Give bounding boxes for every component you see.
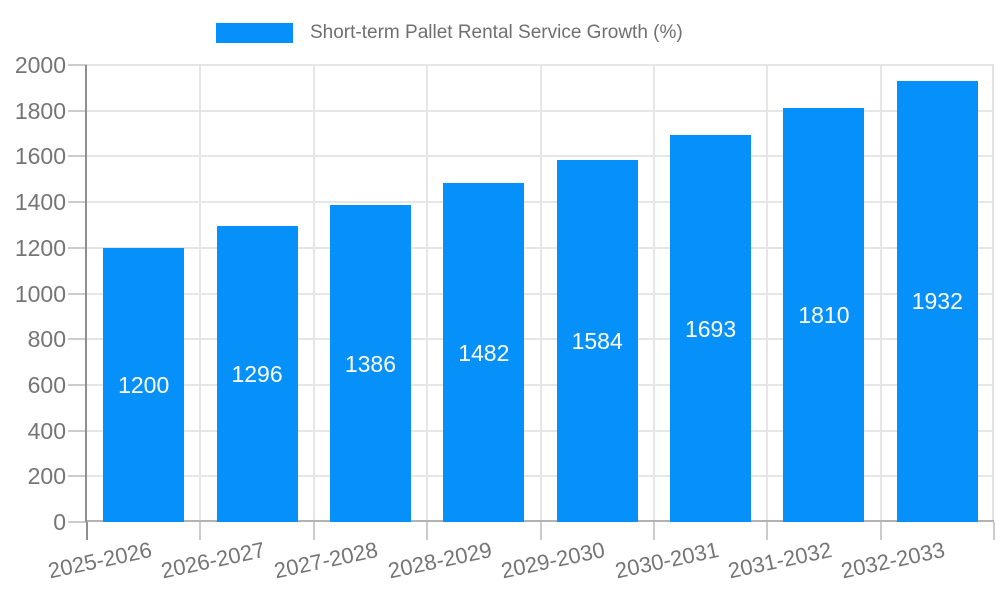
y-axis-tick bbox=[68, 521, 87, 523]
y-axis-label: 200 bbox=[27, 463, 66, 490]
y-axis-tick bbox=[68, 383, 87, 386]
x-axis-tick bbox=[426, 522, 429, 540]
y-axis-label: 1000 bbox=[14, 280, 66, 307]
gridline-vertical bbox=[766, 65, 769, 522]
gridline-vertical bbox=[426, 65, 429, 522]
bar-value-label: 1932 bbox=[911, 288, 963, 315]
y-axis-tick bbox=[68, 475, 87, 478]
y-axis-label: 1400 bbox=[14, 189, 66, 216]
y-axis-label: 1800 bbox=[14, 97, 66, 124]
x-axis-tick bbox=[86, 522, 88, 540]
gridline-vertical bbox=[879, 65, 882, 522]
y-axis-tick bbox=[68, 292, 87, 295]
x-axis-tick bbox=[879, 522, 882, 540]
y-axis-label: 600 bbox=[27, 371, 66, 398]
gridline-vertical bbox=[312, 65, 315, 522]
legend-label: Short-term Pallet Rental Service Growth … bbox=[310, 22, 683, 43]
gridline-vertical bbox=[539, 65, 542, 522]
bar[interactable]: 1482 bbox=[443, 183, 525, 522]
x-axis-tick bbox=[652, 522, 655, 540]
x-axis-tick bbox=[766, 522, 769, 540]
y-axis-label: 1200 bbox=[14, 234, 66, 261]
bar[interactable]: 1810 bbox=[783, 108, 865, 522]
y-axis-label: 800 bbox=[27, 326, 66, 353]
bar-value-label: 1296 bbox=[231, 360, 283, 387]
y-axis-tick bbox=[68, 64, 87, 66]
bar-value-label: 1482 bbox=[458, 339, 510, 366]
bar[interactable]: 1932 bbox=[896, 80, 978, 522]
gridline-vertical bbox=[652, 65, 655, 522]
plot-right-border bbox=[992, 65, 994, 522]
x-axis-line bbox=[87, 520, 994, 522]
y-axis-label: 0 bbox=[53, 509, 66, 535]
bar[interactable]: 1584 bbox=[556, 160, 638, 522]
bar[interactable]: 1200 bbox=[103, 247, 185, 522]
bar[interactable]: 1386 bbox=[329, 205, 411, 522]
bar-value-label: 1386 bbox=[344, 350, 397, 377]
y-axis-tick bbox=[68, 201, 87, 204]
gridline-vertical bbox=[199, 65, 202, 522]
bar-value-label: 1200 bbox=[118, 371, 170, 398]
bar-value-label: 1693 bbox=[684, 315, 737, 342]
x-axis-tick bbox=[539, 522, 542, 540]
y-axis-tick bbox=[68, 155, 87, 158]
bar[interactable]: 1296 bbox=[216, 225, 298, 522]
x-axis-tick bbox=[993, 522, 995, 540]
y-axis-tick bbox=[68, 429, 87, 432]
y-axis-label: 2000 bbox=[14, 52, 66, 78]
bar[interactable]: 1693 bbox=[670, 135, 752, 522]
y-axis-tick bbox=[68, 109, 87, 112]
y-axis-label: 400 bbox=[27, 417, 66, 444]
bar-value-label: 1810 bbox=[798, 302, 850, 329]
x-axis-tick bbox=[199, 522, 202, 540]
legend-item[interactable]: Short-term Pallet Rental Service Growth … bbox=[216, 22, 683, 44]
bar-value-label: 1584 bbox=[571, 328, 623, 355]
legend-swatch bbox=[216, 23, 293, 43]
y-axis-label: 1600 bbox=[14, 143, 66, 170]
y-axis-line bbox=[85, 65, 87, 522]
x-axis-tick bbox=[312, 522, 315, 540]
y-axis-tick bbox=[68, 338, 87, 341]
y-axis-tick bbox=[68, 246, 87, 249]
